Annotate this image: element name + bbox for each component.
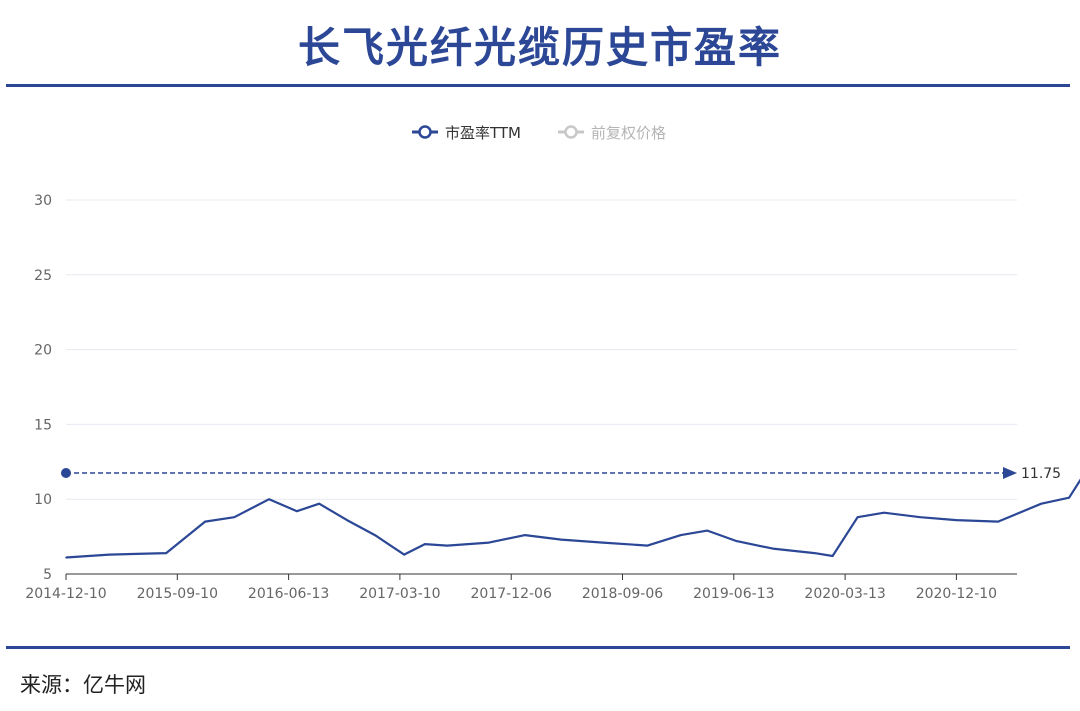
data-point	[883, 511, 885, 514]
x-tick-label: 2014-12-10	[25, 586, 106, 602]
data-point	[831, 555, 834, 557]
data-point	[524, 534, 526, 536]
x-tick-label: 2016-06-13	[248, 586, 329, 602]
y-tick-label: 5	[43, 567, 52, 583]
data-point	[488, 541, 490, 544]
data-point	[919, 516, 922, 518]
legend-item-1: 市盈率TTM	[412, 124, 521, 142]
data-point	[680, 534, 682, 536]
data-point	[346, 519, 348, 521]
markline-start-dot	[61, 468, 71, 479]
y-tick-label: 30	[34, 193, 52, 209]
data-point	[268, 498, 270, 501]
data-point	[813, 552, 816, 554]
x-tick-label: 2017-03-10	[359, 586, 440, 602]
data-point	[424, 543, 426, 545]
pe-ratio-chart: 市盈率TTM 前复权价格 5 10 15 20 25 30 2014-12-10 2015-0…	[25, 124, 1080, 602]
data-point	[560, 538, 563, 541]
y-axis: 5 10 15 20 25 30	[34, 193, 52, 583]
data-point	[403, 553, 405, 556]
legend-item-2: 前复权价格	[558, 124, 666, 142]
data-point	[165, 552, 167, 554]
data-point	[1068, 496, 1070, 499]
legend-label: 市盈率TTM	[445, 124, 521, 142]
data-point	[446, 544, 449, 547]
markline-arrow-icon	[1003, 467, 1017, 480]
x-tick-label: 2020-03-13	[804, 586, 885, 602]
y-tick-label: 15	[34, 417, 52, 433]
data-point	[1040, 502, 1043, 505]
page-title: 长飞光纤光缆历史市盈率	[297, 23, 782, 72]
source-note: 来源：亿牛网	[20, 673, 146, 697]
x-tick-label: 2020-12-10	[916, 586, 997, 602]
y-tick-label: 20	[34, 343, 52, 359]
footer-divider	[6, 646, 1070, 649]
x-tick-label: 2018-09-06	[582, 586, 663, 602]
data-point	[374, 534, 376, 536]
legend-label: 前复权价格	[591, 124, 666, 142]
y-tick-label: 10	[34, 492, 52, 508]
data-point	[771, 547, 774, 550]
data-point	[108, 553, 110, 556]
series-line-1	[65, 478, 1080, 559]
data-point	[856, 516, 859, 518]
y-tick-label: 25	[34, 268, 52, 284]
data-point	[204, 520, 206, 523]
chart-grid	[66, 199, 1017, 500]
legend-circle-icon	[564, 125, 578, 139]
legend-circle-icon	[418, 125, 432, 139]
x-tick-label: 2017-12-06	[471, 586, 552, 602]
average-markline: 11.75	[61, 466, 1061, 482]
data-point	[233, 516, 236, 518]
x-tick-label: 2015-09-10	[137, 586, 218, 602]
chart-legend: 市盈率TTM 前复权价格	[412, 124, 666, 142]
data-point	[955, 519, 958, 521]
x-axis: 2014-12-10 2015-09-10 2016-06-13 2017-03-10…	[25, 573, 1017, 602]
data-point	[735, 540, 738, 542]
data-point	[646, 544, 649, 547]
data-point	[65, 556, 67, 559]
data-point	[602, 541, 604, 544]
data-point	[997, 520, 999, 523]
data-point	[296, 510, 298, 512]
markline-label: 11.75	[1021, 466, 1061, 482]
x-tick-label: 2019-06-13	[693, 586, 774, 602]
series-group	[65, 478, 1080, 559]
data-point	[706, 529, 709, 532]
title-divider	[6, 84, 1070, 87]
data-point	[318, 502, 321, 505]
